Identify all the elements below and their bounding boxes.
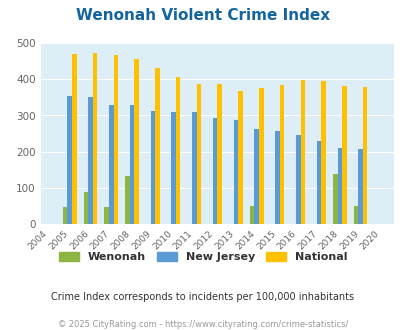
Bar	[341, 86, 346, 224]
Bar	[175, 77, 180, 224]
Bar	[212, 118, 217, 224]
Bar	[92, 53, 97, 224]
Text: © 2025 CityRating.com - https://www.cityrating.com/crime-statistics/: © 2025 CityRating.com - https://www.city…	[58, 320, 347, 329]
Bar	[320, 82, 325, 224]
Bar	[316, 141, 320, 224]
Bar	[233, 120, 238, 224]
Bar	[134, 59, 139, 224]
Bar	[196, 83, 201, 224]
Bar	[300, 80, 304, 224]
Bar	[155, 68, 159, 224]
Bar	[279, 85, 283, 224]
Bar	[150, 111, 155, 224]
Text: Crime Index corresponds to incidents per 100,000 inhabitants: Crime Index corresponds to incidents per…	[51, 292, 354, 302]
Legend: Wenonah, New Jersey, National: Wenonah, New Jersey, National	[54, 248, 351, 267]
Bar	[249, 206, 254, 224]
Bar	[67, 95, 72, 224]
Bar	[192, 112, 196, 224]
Bar	[72, 54, 77, 224]
Bar	[337, 148, 341, 224]
Bar	[238, 91, 242, 224]
Bar	[295, 135, 300, 224]
Bar	[104, 207, 109, 224]
Bar	[217, 84, 222, 224]
Bar	[88, 97, 92, 224]
Bar	[357, 149, 362, 224]
Bar	[109, 105, 113, 224]
Bar	[332, 174, 337, 224]
Bar	[258, 87, 263, 224]
Bar	[125, 176, 130, 224]
Bar	[63, 207, 67, 224]
Bar	[171, 112, 175, 224]
Bar	[362, 87, 367, 224]
Bar	[113, 55, 118, 224]
Text: Wenonah Violent Crime Index: Wenonah Violent Crime Index	[76, 8, 329, 23]
Bar	[83, 192, 88, 224]
Bar	[275, 131, 279, 224]
Bar	[130, 105, 134, 224]
Bar	[254, 129, 258, 224]
Bar	[353, 206, 357, 224]
